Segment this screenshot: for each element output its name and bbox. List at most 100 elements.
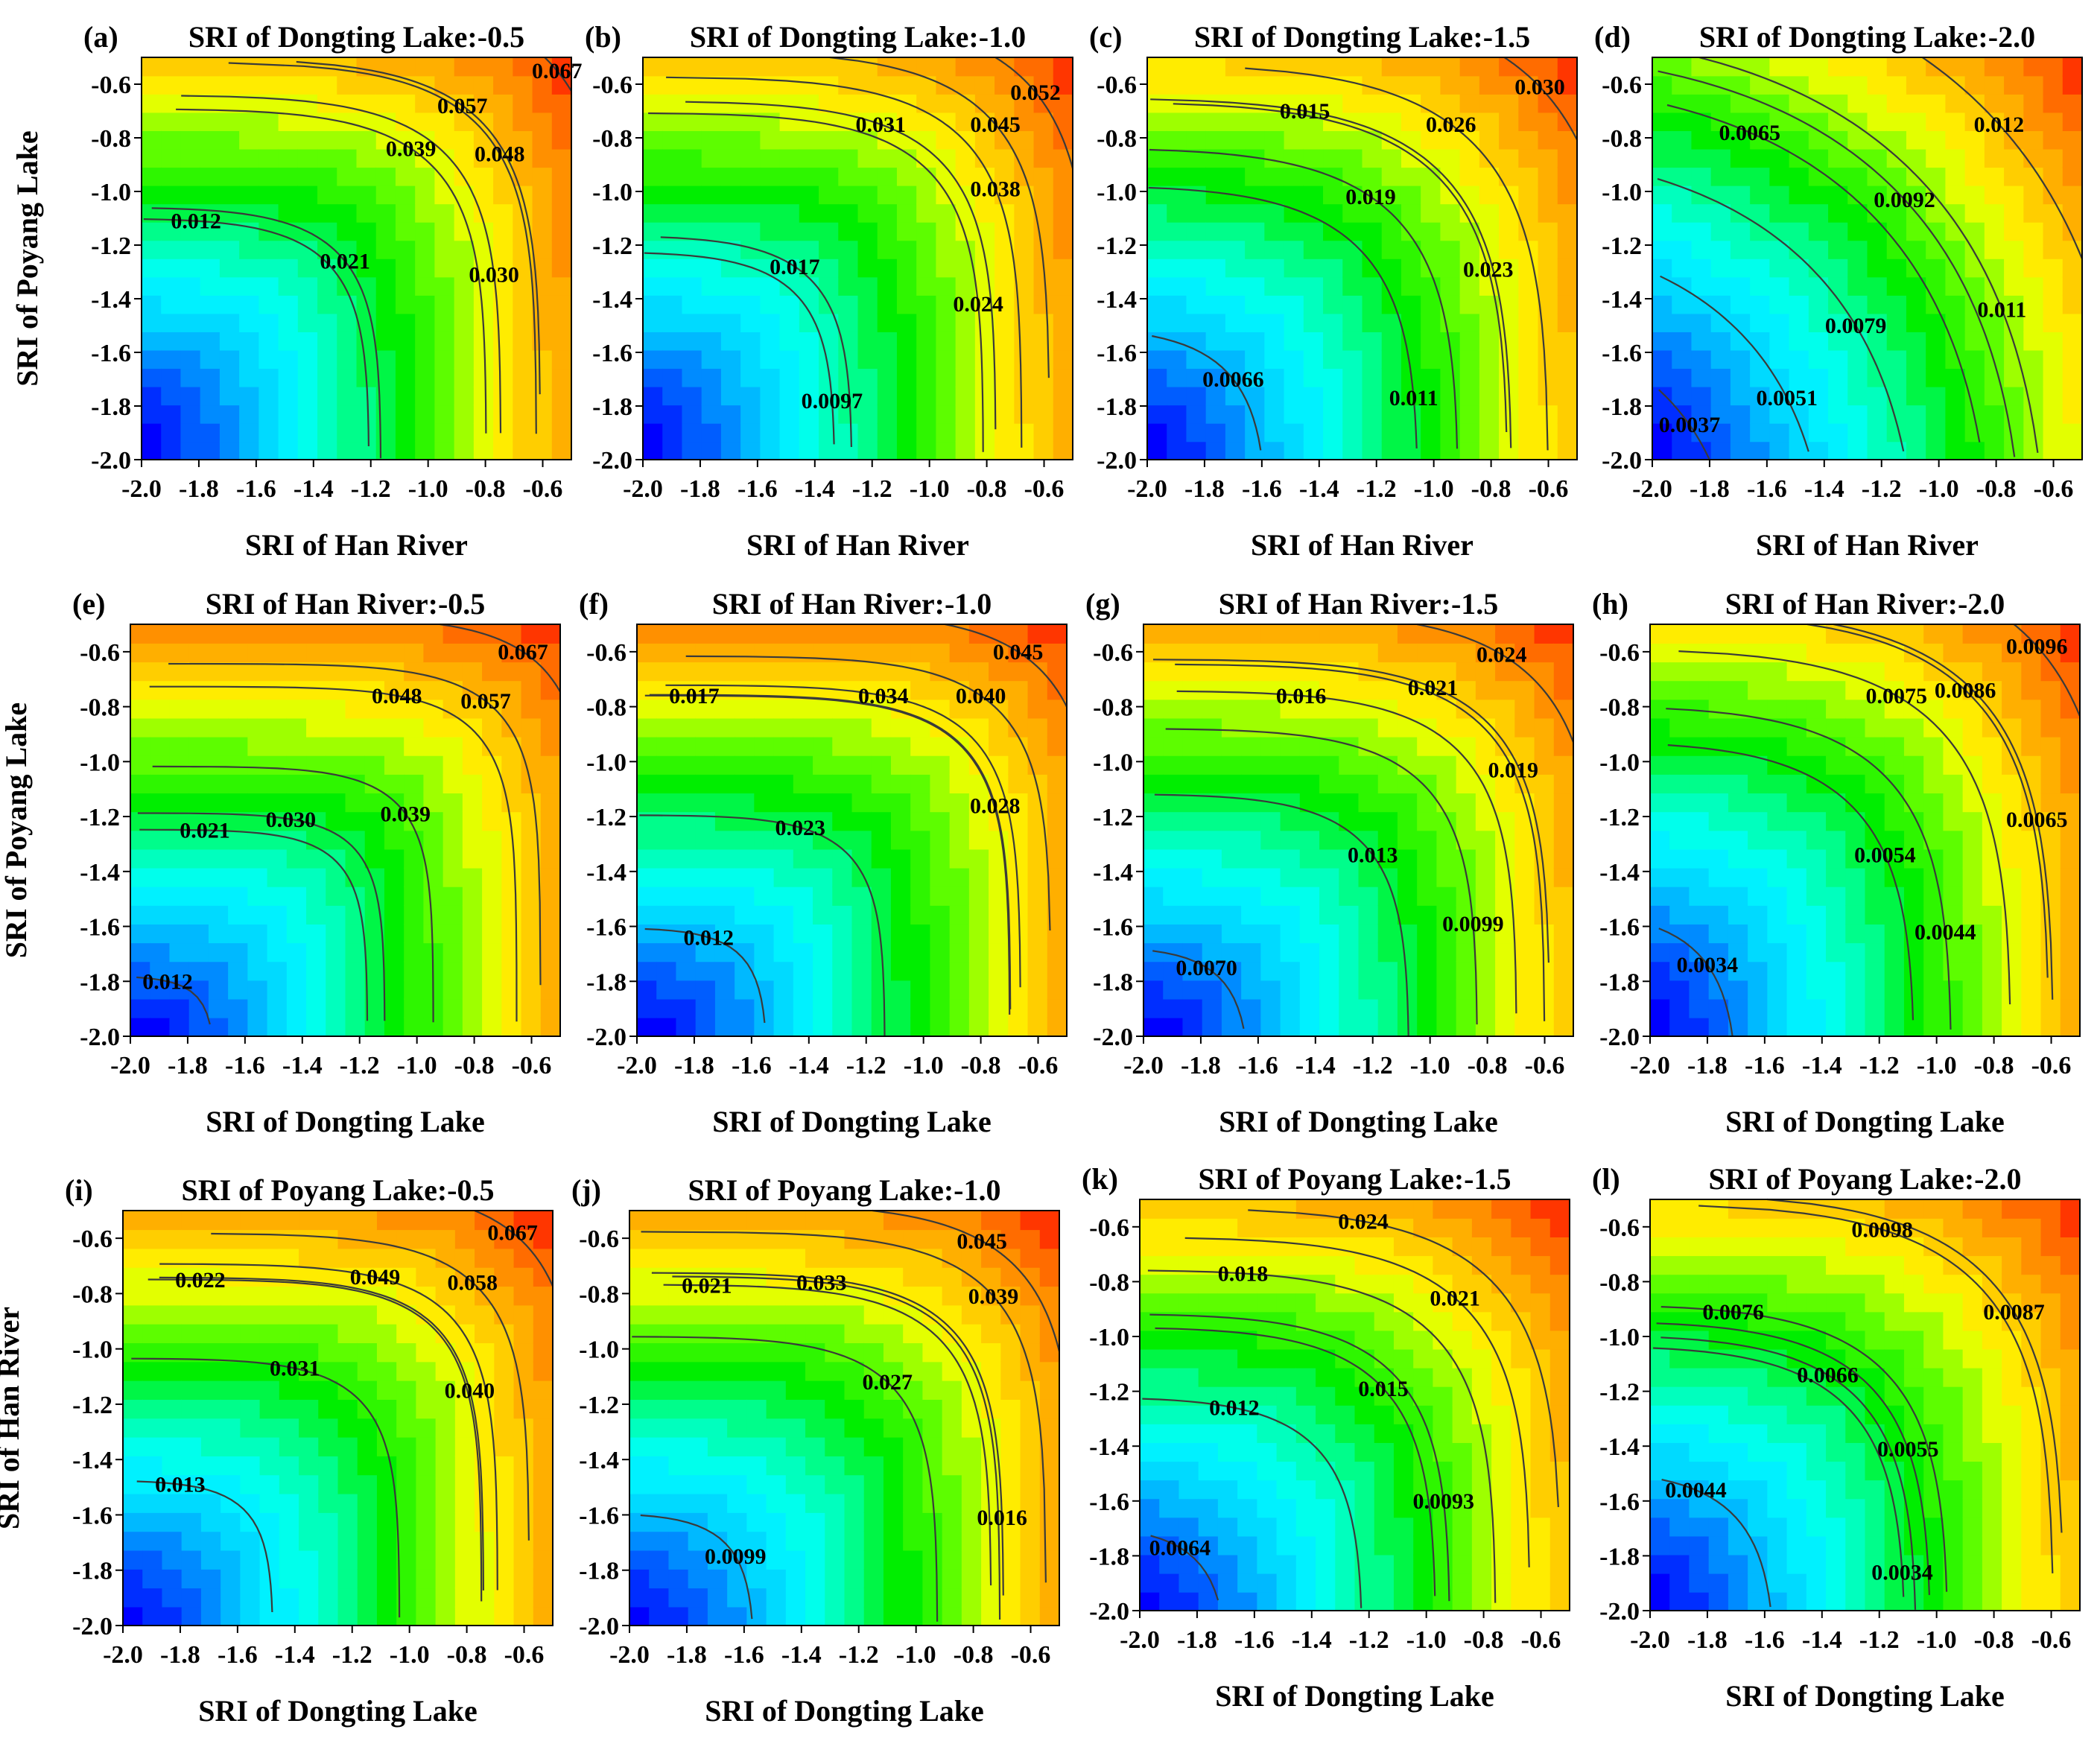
contour-cell [754, 924, 775, 944]
contour-cell [974, 94, 995, 113]
contour-cell [740, 368, 761, 387]
contour-cell [1479, 349, 1500, 370]
contour-cell [297, 167, 318, 186]
contour-cell [2021, 924, 2042, 944]
contour-cell [637, 924, 658, 944]
contour-cell [1710, 386, 1731, 406]
contour-cell [1926, 259, 1947, 278]
contour-cell [1652, 405, 1673, 424]
contour-label: 0.057 [437, 94, 488, 118]
contour-cell [1186, 75, 1207, 95]
contour-cell [533, 1342, 553, 1363]
contour-cell [1440, 259, 1461, 278]
contour-cell [221, 1304, 241, 1325]
contour-cell [676, 662, 697, 682]
x-tick-label: -1.8 [1181, 1052, 1221, 1079]
contour-cell [629, 1361, 650, 1381]
contour-cell [345, 717, 366, 738]
contour-cell [482, 980, 503, 1000]
contour-cell [930, 905, 951, 925]
contour-cell [766, 1493, 787, 1513]
y-tick-label: -0.8 [1097, 125, 1137, 153]
contour-cell [221, 1512, 241, 1532]
contour-cell [337, 1606, 358, 1626]
contour-cell [384, 624, 405, 644]
contour-cell [1167, 259, 1187, 278]
contour-cell [955, 185, 976, 205]
contour-cell [326, 624, 346, 644]
contour-cell [2021, 717, 2042, 738]
contour-cell [682, 441, 702, 460]
contour-cell [1245, 185, 1266, 205]
contour-cell [819, 221, 840, 241]
contour-cell [521, 1017, 542, 1037]
contour-cell [890, 924, 911, 944]
contour-cell [1241, 886, 1262, 906]
contour-cell [668, 1418, 689, 1438]
contour-label: 0.0092 [1874, 188, 1935, 212]
contour-cell [513, 1588, 534, 1608]
contour-cell [1397, 830, 1418, 850]
contour-cell [416, 1531, 437, 1551]
contour-cell [1728, 980, 1748, 1000]
contour-cell [2043, 221, 2063, 241]
contour-line [151, 207, 382, 459]
contour-cell [1865, 811, 1885, 831]
contour-line [644, 252, 835, 445]
contour-cell [916, 57, 937, 77]
contour-cell [1557, 368, 1578, 387]
y-tick-label: -1.2 [592, 232, 632, 260]
contour-cell [1789, 75, 1809, 95]
contour-cell [1205, 94, 1226, 113]
contour-cell [267, 942, 288, 963]
contour-cell [239, 422, 260, 443]
contour-cell [714, 961, 735, 981]
contour-cell [423, 680, 444, 700]
contour-line [1503, 57, 1578, 141]
contour-cell [779, 203, 800, 223]
contour-cell [416, 1606, 437, 1626]
contour-cell [955, 368, 976, 387]
contour-cell [682, 405, 702, 424]
contour-cell [649, 1248, 670, 1268]
contour-cell [701, 130, 722, 150]
contour-cell [1221, 680, 1242, 700]
contour-cell [454, 130, 475, 150]
contour-cell [1339, 924, 1360, 944]
contour-cell [1750, 94, 1771, 113]
contour-cell [910, 755, 931, 775]
contour-cell [1669, 924, 1690, 944]
y-tick-label: -2.0 [91, 447, 131, 475]
contour-cell [1456, 662, 1476, 682]
contour-cell [910, 867, 931, 887]
contour-cell [123, 1493, 144, 1513]
contour-cell [415, 313, 436, 332]
contour-cell [662, 148, 683, 168]
contour-cell [482, 942, 503, 963]
contour-cell [475, 1493, 495, 1513]
contour-cell [1260, 924, 1281, 944]
contour-cell [1397, 736, 1418, 756]
contour-cell [150, 699, 171, 719]
contour-cell [1786, 811, 1807, 831]
contour-cell [1886, 167, 1907, 186]
contour-cell [746, 1399, 767, 1419]
contour-cell [1475, 736, 1496, 756]
contour-cell [1014, 422, 1035, 443]
contour-cell [1748, 699, 1768, 719]
contour-cell [1323, 148, 1344, 168]
contour-cell [1417, 924, 1438, 944]
contour-cell [1845, 717, 1866, 738]
contour-cell [1436, 793, 1457, 813]
contour-cell [2043, 130, 2063, 150]
contour-cell [1241, 830, 1262, 850]
contour-cell [1964, 221, 1985, 241]
contour-cell [357, 1569, 378, 1589]
contour-cell [936, 259, 957, 278]
contour-cell [662, 313, 683, 332]
contour-cell [286, 886, 307, 906]
contour-cell [779, 221, 800, 241]
contour-cell [318, 1229, 339, 1249]
contour-cell [279, 1211, 299, 1231]
contour-cell [799, 221, 819, 241]
